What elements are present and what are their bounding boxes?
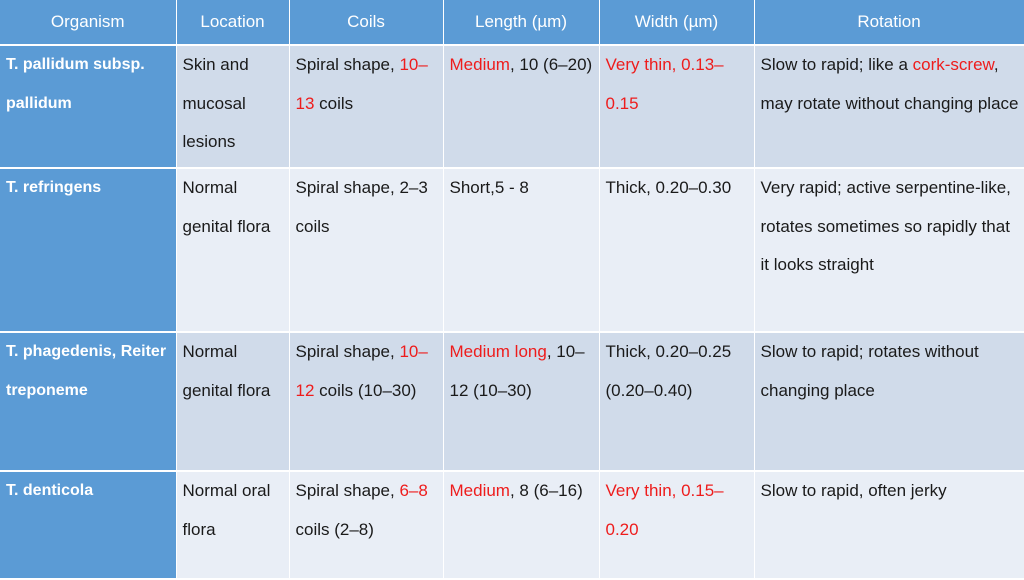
rotation-text: Slow to rapid; rotates without changing … (760, 342, 984, 400)
table-row: T. refringens Normal genital flora Spira… (0, 168, 1024, 333)
header-organism: Organism (0, 0, 177, 46)
coils-cell: Spiral shape, 6–8 coils (2–8) (289, 471, 444, 580)
length-text: , 10–12 (10–30) (449, 342, 585, 400)
coils-cell: Spiral shape, 10–12 coils (10–30) (289, 332, 444, 472)
width-highlight: Very thin, 0.15–0.20 (605, 481, 724, 539)
location-cell: Normal oral flora (176, 471, 290, 580)
header-coils: Coils (289, 0, 444, 46)
length-cell: Medium, 10 (6–20) (443, 45, 600, 169)
location-cell: Normal genital flora (176, 332, 290, 472)
coils-cell: Spiral shape, 2–3 coils (289, 168, 444, 333)
length-text: , 10 (6–20) (509, 55, 593, 74)
width-text: Thick, 0.20–0.30 (605, 178, 732, 197)
coils-text: Spiral shape, 2–3 coils (295, 178, 433, 236)
table-row: T. denticola Normal oral flora Spiral sh… (0, 471, 1024, 580)
rotation-text: Slow to rapid, often jerky (760, 481, 947, 500)
header-row: Organism Location Coils Length (µm) Widt… (0, 0, 1024, 46)
width-cell: Thick, 0.20–0.25 (0.20–0.40) (599, 332, 755, 472)
coils-text: Spiral shape, (295, 342, 400, 361)
width-cell: Very thin, 0.15–0.20 (599, 471, 755, 580)
width-cell: Very thin, 0.13–0.15 (599, 45, 755, 169)
length-highlight: Medium (449, 55, 510, 74)
length-cell: Medium, 8 (6–16) (443, 471, 600, 580)
header-location: Location (176, 0, 290, 46)
coils-text: coils (10–30) (314, 380, 417, 400)
header-rotation: Rotation (754, 0, 1024, 46)
organism-cell: T. denticola (0, 471, 177, 580)
coils-cell: Spiral shape, 10–13 coils (289, 45, 444, 169)
rotation-text: , may rotate without changing place (760, 55, 1019, 113)
table-row: T. phagedenis, Reiter treponeme Normal g… (0, 332, 1024, 472)
coils-text: Spiral shape, (295, 55, 400, 74)
rotation-cell: Slow to rapid; rotates without changing … (754, 332, 1024, 472)
length-cell: Medium long, 10–12 (10–30) (443, 332, 600, 472)
header-width: Width (µm) (599, 0, 755, 46)
table-row: T. pallidum subsp. pallidum Skin and muc… (0, 45, 1024, 169)
coils-text: Spiral shape, (295, 481, 400, 500)
rotation-cell: Slow to rapid; like a cork-screw, may ro… (754, 45, 1024, 169)
rotation-text: Very rapid; active serpentine-like, rota… (760, 178, 1016, 274)
rotation-highlight: cork-screw (912, 55, 994, 74)
length-highlight: Medium (449, 481, 510, 500)
coils-count-highlight: 10–12 (295, 342, 428, 400)
length-cell: Short,5 - 8 (443, 168, 600, 333)
coils-count-highlight: 10–13 (295, 55, 428, 113)
location-cell: Normal genital flora (176, 168, 290, 333)
length-highlight: Medium long (449, 342, 547, 361)
location-cell: Skin and mucosal lesions (176, 45, 290, 169)
rotation-cell: Slow to rapid, often jerky (754, 471, 1024, 580)
width-highlight: Very thin, 0.13–0.15 (605, 55, 724, 113)
length-text: , 8 (6–16) (509, 481, 583, 500)
rotation-text: Slow to rapid; like a (760, 55, 913, 74)
coils-count-highlight: 6–8 (399, 481, 428, 500)
coils-text: coils (314, 93, 354, 113)
width-cell: Thick, 0.20–0.30 (599, 168, 755, 333)
rotation-cell: Very rapid; active serpentine-like, rota… (754, 168, 1024, 333)
length-text: Short,5 - 8 (449, 178, 529, 197)
header-length: Length (µm) (443, 0, 600, 46)
organism-cell: T. phagedenis, Reiter treponeme (0, 332, 177, 472)
coils-text: coils (2–8) (295, 481, 433, 539)
width-text: Thick, 0.20–0.25 (0.20–0.40) (605, 342, 736, 400)
organism-cell: T. pallidum subsp. pallidum (0, 45, 177, 169)
organism-cell: T. refringens (0, 168, 177, 333)
